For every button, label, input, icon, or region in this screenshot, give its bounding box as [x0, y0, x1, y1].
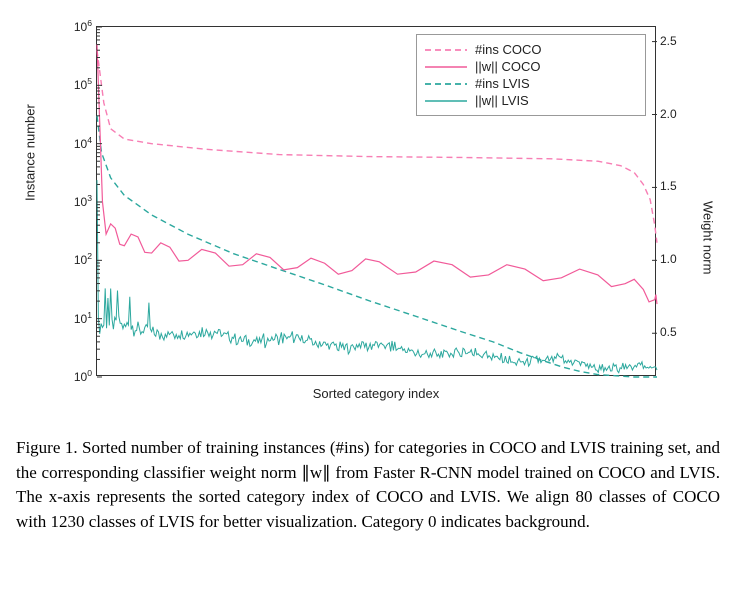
y-left-tick-label: 102	[58, 251, 92, 267]
legend-row: #ins LVIS	[425, 75, 637, 92]
y-left-tick-label: 103	[58, 193, 92, 209]
figure-caption: Figure 1. Sorted number of training inst…	[12, 436, 724, 535]
y-left-ticks: 100101102103104105106	[58, 26, 92, 376]
y-left-tick-label: 106	[58, 18, 92, 34]
y-left-tick-label: 105	[58, 76, 92, 92]
chart: 100 101 102 103 104 105 106 0.5 1.0 1.5 2.0 2.5 In…	[18, 8, 718, 428]
y-left-label: Instance number	[23, 104, 38, 201]
legend-label: ||w|| LVIS	[475, 93, 529, 108]
y-right-label: Weight norm	[701, 201, 716, 274]
legend-swatch	[425, 78, 467, 90]
legend: #ins COCO ||w|| COCO #ins LVIS ||w|| LVIS	[416, 34, 646, 116]
y-right-tick-label: 1.0	[660, 252, 694, 266]
legend-row: ||w|| LVIS	[425, 92, 637, 109]
legend-label: #ins LVIS	[475, 76, 530, 91]
y-right-tick-label: 2.5	[660, 34, 694, 48]
y-right-tick-label: 2.0	[660, 107, 694, 121]
legend-swatch	[425, 44, 467, 56]
caption-text: Sorted number of training instances (#in…	[16, 438, 720, 531]
y-right-ticks: 0.5 1.0 1.5 2.0 2.5	[660, 26, 694, 376]
legend-label: ||w|| COCO	[475, 59, 541, 74]
legend-row: #ins COCO	[425, 41, 637, 58]
y-left-tick-label: 101	[58, 310, 92, 326]
y-left-tick-label: 100	[58, 368, 92, 384]
legend-label: #ins COCO	[475, 42, 541, 57]
y-right-tick-label: 0.5	[660, 325, 694, 339]
y-right-tick-label: 1.5	[660, 179, 694, 193]
figure-wrap: 100 101 102 103 104 105 106 0.5 1.0 1.5 2.0 2.5 In…	[12, 8, 724, 535]
x-axis-label: Sorted category index	[96, 386, 656, 401]
caption-prefix: Figure 1.	[16, 438, 78, 457]
legend-swatch	[425, 61, 467, 73]
y-left-tick-label: 104	[58, 135, 92, 151]
legend-swatch	[425, 95, 467, 107]
legend-row: ||w|| COCO	[425, 58, 637, 75]
